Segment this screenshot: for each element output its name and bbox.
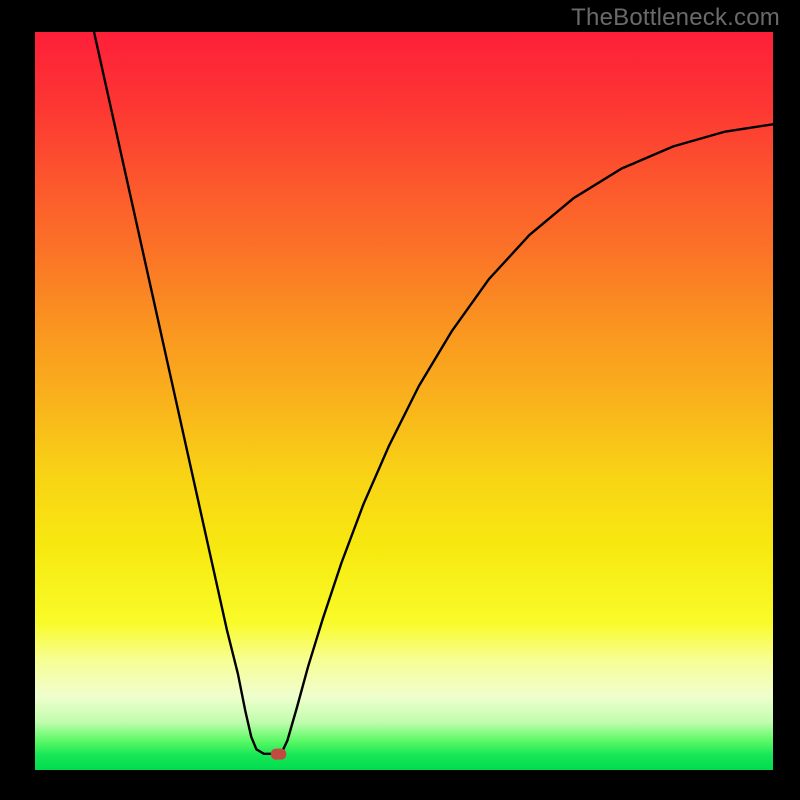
optimal-point-marker	[271, 749, 286, 760]
chart-background	[35, 32, 773, 770]
chart-svg	[35, 32, 773, 770]
chart-frame: TheBottleneck.com	[0, 0, 800, 800]
watermark-text: TheBottleneck.com	[571, 4, 780, 32]
plot-area	[35, 32, 773, 770]
